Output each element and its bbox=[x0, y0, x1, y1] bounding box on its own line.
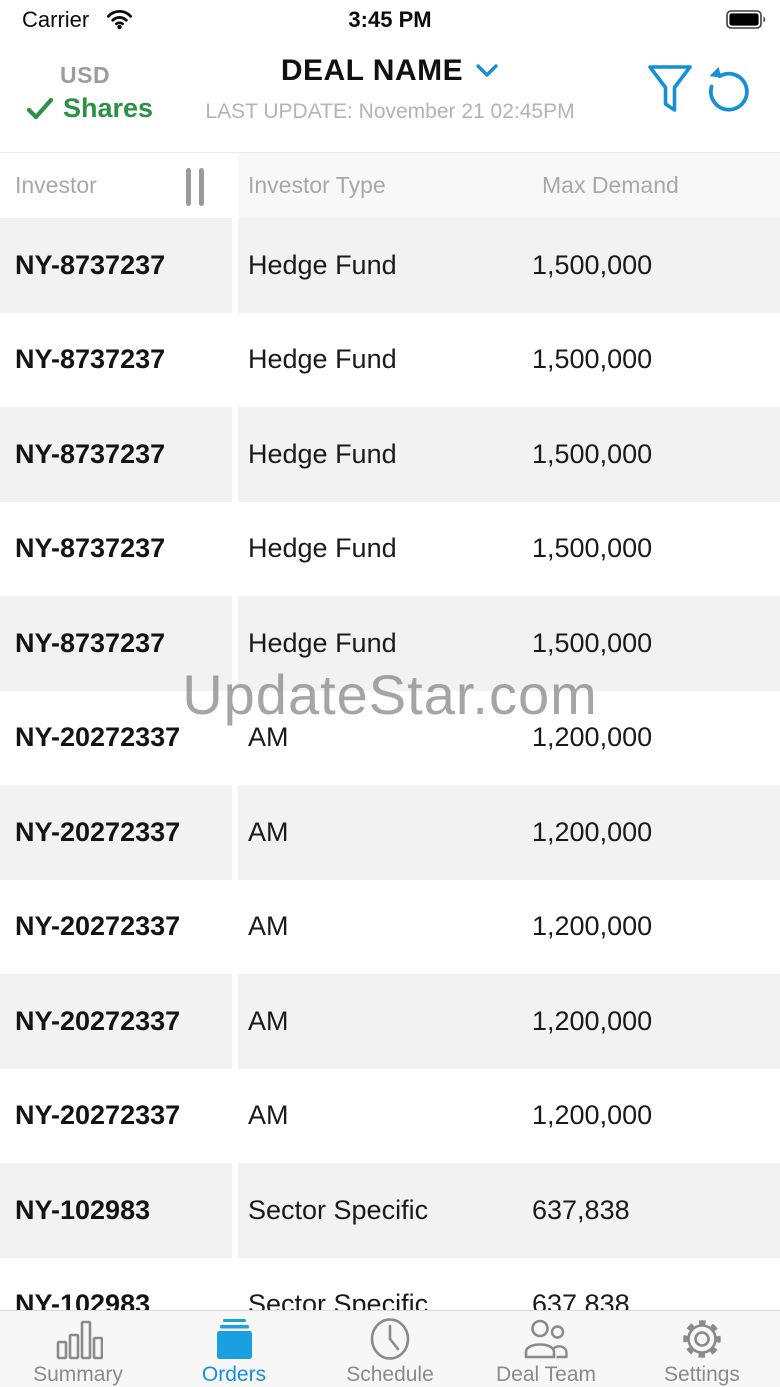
column-header-max-demand[interactable]: Max Demand bbox=[532, 153, 780, 218]
investor-type-cell: AM bbox=[238, 879, 532, 974]
investor-type-cell: AM bbox=[238, 974, 532, 1069]
refresh-icon bbox=[704, 64, 752, 116]
deal-name-selector[interactable]: DEAL NAME bbox=[281, 54, 499, 88]
frozen-column-divider bbox=[232, 596, 238, 691]
tab-label: Schedule bbox=[346, 1363, 434, 1386]
table-row[interactable]: NY-102983 Sector Specific 637,838 bbox=[0, 1163, 780, 1258]
investor-cell: NY-20272337 bbox=[0, 1068, 232, 1163]
investor-cell: NY-8737237 bbox=[0, 312, 232, 407]
table-row[interactable]: NY-8737237 Hedge Fund 1,500,000 bbox=[0, 501, 780, 596]
tab-label: Settings bbox=[664, 1363, 740, 1386]
last-update-label: LAST UPDATE: November 21 02:45PM bbox=[205, 100, 575, 123]
orders-stack-icon bbox=[209, 1316, 259, 1364]
people-icon bbox=[520, 1316, 572, 1364]
table-row[interactable]: NY-20272337 AM 1,200,000 bbox=[0, 879, 780, 974]
chevron-down-icon bbox=[475, 63, 499, 79]
max-demand-cell: 1,200,000 bbox=[532, 1068, 780, 1163]
investor-type-cell: AM bbox=[238, 690, 532, 785]
tab-label: Orders bbox=[201, 1363, 267, 1386]
table-header: Investor Investor Type Max Demand bbox=[0, 152, 780, 218]
frozen-column-divider bbox=[232, 312, 238, 407]
carrier-label: Carrier bbox=[22, 7, 90, 32]
investor-cell: NY-102983 bbox=[0, 1163, 232, 1258]
table-row[interactable]: NY-8737237 Hedge Fund 1,500,000 bbox=[0, 218, 780, 313]
max-demand-cell: 1,500,000 bbox=[532, 596, 780, 691]
max-demand-cell: 1,200,000 bbox=[532, 879, 780, 974]
bar-chart-icon bbox=[53, 1316, 103, 1364]
table-row[interactable]: NY-20272337 AM 1,200,000 bbox=[0, 974, 780, 1069]
deal-name-label: DEAL NAME bbox=[280, 54, 464, 87]
frozen-column-divider bbox=[232, 501, 238, 596]
column-resize-handle[interactable] bbox=[186, 168, 204, 206]
unit-shares-label: Shares bbox=[63, 93, 154, 123]
investor-cell: NY-20272337 bbox=[0, 690, 232, 785]
app-header: USD Shares DEAL NAME LAST UPDATE: bbox=[0, 40, 780, 152]
tab-schedule[interactable]: Schedule bbox=[312, 1311, 468, 1387]
max-demand-cell: 1,200,000 bbox=[532, 690, 780, 785]
column-header-investor[interactable]: Investor bbox=[0, 153, 232, 218]
frozen-column-divider bbox=[232, 1068, 238, 1163]
check-icon bbox=[26, 97, 54, 121]
tab-orders[interactable]: Orders bbox=[156, 1311, 312, 1387]
investor-cell: NY-8737237 bbox=[0, 596, 232, 691]
tab-label: Deal Team bbox=[496, 1363, 596, 1386]
table-row[interactable]: NY-20272337 AM 1,200,000 bbox=[0, 690, 780, 785]
investor-cell: NY-8737237 bbox=[0, 501, 232, 596]
frozen-column-divider bbox=[232, 1163, 238, 1258]
max-demand-cell: 637,838 bbox=[532, 1163, 780, 1258]
tab-label: Summary bbox=[33, 1363, 123, 1386]
investor-cell: NY-20272337 bbox=[0, 879, 232, 974]
filter-button[interactable] bbox=[644, 62, 696, 118]
tab-deal-team[interactable]: Deal Team bbox=[468, 1311, 624, 1387]
frozen-column-divider bbox=[232, 785, 238, 880]
tab-bar: Summary Orders Schedule bbox=[0, 1310, 780, 1387]
max-demand-cell: 1,500,000 bbox=[532, 407, 780, 502]
table-row[interactable]: NY-8737237 Hedge Fund 1,500,000 bbox=[0, 596, 780, 691]
investor-cell: NY-20272337 bbox=[0, 974, 232, 1069]
clock-time-label: 3:45 PM bbox=[348, 7, 432, 32]
currency-label: USD bbox=[60, 62, 111, 88]
max-demand-cell: 1,500,000 bbox=[532, 501, 780, 596]
max-demand-cell: 1,200,000 bbox=[532, 974, 780, 1069]
clock-icon bbox=[365, 1316, 415, 1364]
investor-type-cell: Hedge Fund bbox=[238, 312, 532, 407]
table-row[interactable]: NY-20272337 AM 1,200,000 bbox=[0, 1068, 780, 1163]
frozen-column-divider bbox=[232, 879, 238, 974]
investor-type-cell: Hedge Fund bbox=[238, 407, 532, 502]
investor-type-cell: Hedge Fund bbox=[238, 218, 532, 313]
max-demand-cell: 1,500,000 bbox=[532, 312, 780, 407]
table-row[interactable]: NY-8737237 Hedge Fund 1,500,000 bbox=[0, 407, 780, 502]
column-header-investor-type[interactable]: Investor Type bbox=[238, 153, 532, 218]
investor-type-cell: AM bbox=[238, 785, 532, 880]
tab-settings[interactable]: Settings bbox=[624, 1311, 780, 1387]
max-demand-cell: 1,200,000 bbox=[532, 785, 780, 880]
wifi-icon bbox=[106, 8, 133, 30]
frozen-column-divider bbox=[232, 153, 238, 218]
investor-type-cell: Hedge Fund bbox=[238, 596, 532, 691]
tab-summary[interactable]: Summary bbox=[0, 1311, 156, 1387]
battery-icon bbox=[726, 9, 768, 30]
frozen-column-divider bbox=[232, 1257, 238, 1352]
filter-icon bbox=[647, 64, 693, 116]
investor-type-cell: Sector Specific bbox=[238, 1163, 532, 1258]
max-demand-cell: 1,500,000 bbox=[532, 218, 780, 313]
table-row[interactable]: NY-8737237 Hedge Fund 1,500,000 bbox=[0, 312, 780, 407]
investor-type-cell: Hedge Fund bbox=[238, 501, 532, 596]
frozen-column-divider bbox=[232, 218, 238, 313]
frozen-column-divider bbox=[232, 974, 238, 1069]
currency-unit-toggle[interactable]: USD Shares bbox=[26, 62, 153, 124]
investor-cell: NY-8737237 bbox=[0, 218, 232, 313]
table-body: NY-8737237 Hedge Fund 1,500,000 NY-87372… bbox=[0, 218, 780, 1387]
investor-type-cell: AM bbox=[238, 1068, 532, 1163]
refresh-button[interactable] bbox=[702, 62, 754, 118]
investor-cell: NY-20272337 bbox=[0, 785, 232, 880]
status-bar: Carrier 3:45 PM bbox=[0, 0, 780, 40]
investor-cell: NY-8737237 bbox=[0, 407, 232, 502]
frozen-column-divider bbox=[232, 407, 238, 502]
gear-icon bbox=[677, 1316, 727, 1364]
table-row[interactable]: NY-20272337 AM 1,200,000 bbox=[0, 785, 780, 880]
frozen-column-divider bbox=[232, 690, 238, 785]
